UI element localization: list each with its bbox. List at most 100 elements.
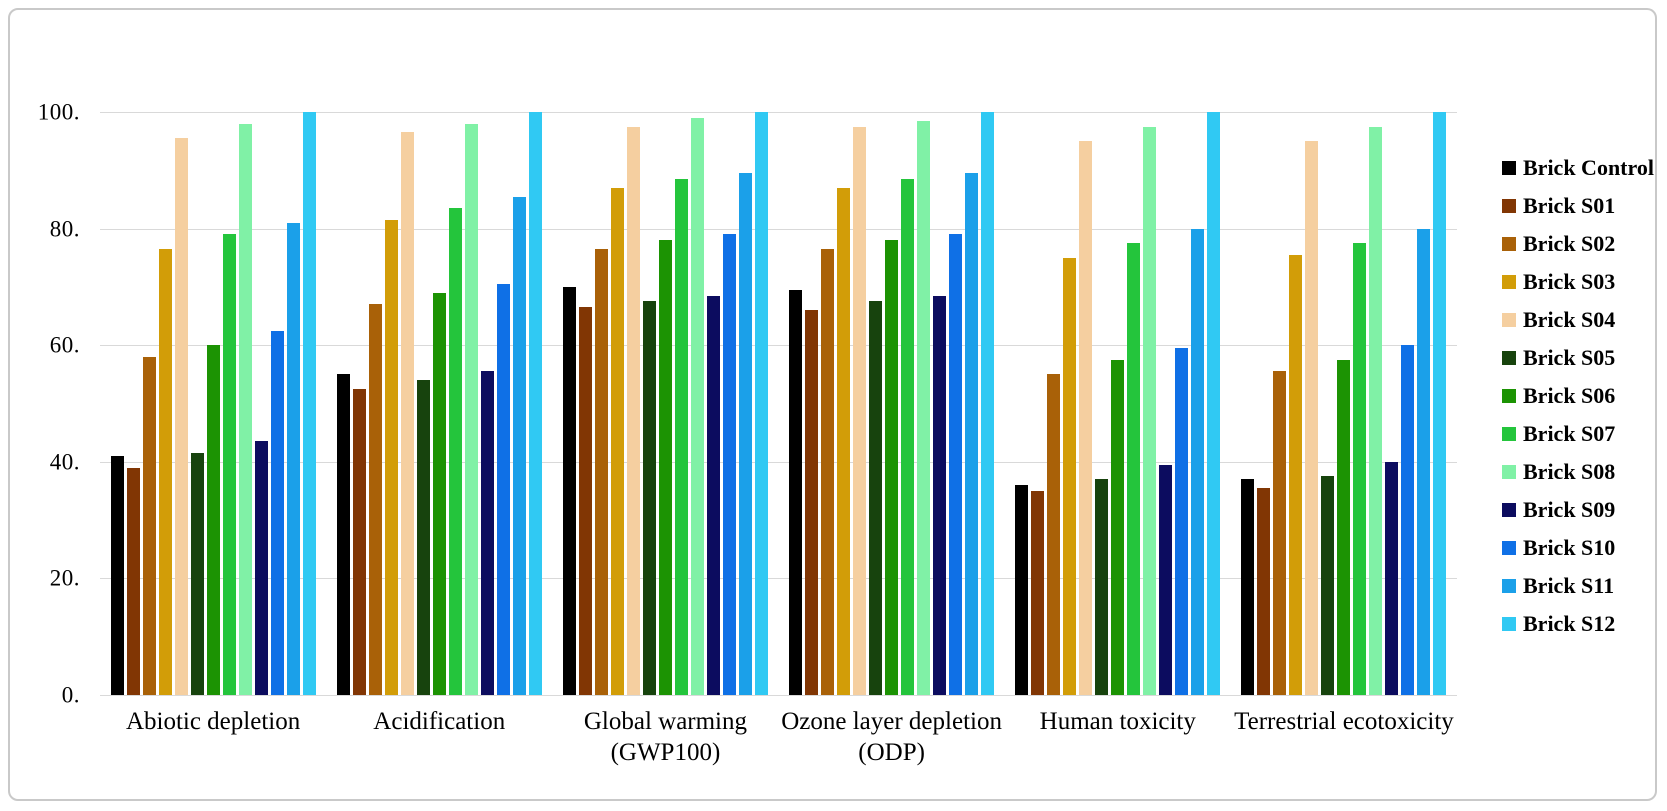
bar-brick-s02 [594, 249, 608, 695]
legend-item: Brick S02 [1502, 231, 1654, 256]
bar-brick-s09 [933, 295, 947, 695]
bar-brick-s05 [416, 380, 430, 695]
bar-brick-s04 [1079, 141, 1093, 695]
bar-brick-s06 [206, 345, 220, 695]
legend-label: Brick S07 [1523, 421, 1616, 446]
bar-brick-s08 [464, 123, 478, 695]
legend-item: Brick S08 [1502, 459, 1654, 484]
legend-swatch-icon [1502, 503, 1516, 517]
legend-swatch-icon [1502, 389, 1516, 403]
bar-brick-s05 [1321, 476, 1335, 695]
bar-brick-s05 [869, 301, 883, 695]
legend-item: Brick S07 [1502, 421, 1654, 446]
y-axis-tick-label: 40. [49, 449, 80, 475]
bar-brick-s10 [270, 330, 284, 695]
bar-brick-s03 [384, 219, 398, 695]
bar-brick-s11 [286, 222, 300, 695]
bar-brick-control [1015, 485, 1029, 695]
category-label: Abiotic depletion [125, 708, 301, 735]
bar-brick-s01 [805, 310, 819, 695]
legend-label: Brick S01 [1523, 193, 1616, 218]
legend-swatch-icon [1502, 541, 1516, 555]
bar-group [1005, 112, 1231, 695]
bar-brick-s10 [1175, 348, 1189, 695]
bar-brick-s02 [821, 249, 835, 695]
bar-brick-s12 [981, 112, 995, 695]
bar-brick-s10 [722, 234, 736, 695]
bar-brick-s07 [1127, 243, 1141, 695]
legend-item: Brick S12 [1502, 611, 1654, 636]
bar-brick-s03 [1289, 254, 1303, 695]
bar-brick-s06 [432, 292, 446, 695]
bar-brick-s11 [965, 173, 979, 695]
chart-frame: 0. 20. 40. 60. 80. 100. Abiotic depletion Acid… [8, 8, 1657, 801]
bar-group [1231, 112, 1457, 695]
bar-brick-s01 [126, 467, 140, 695]
bar-brick-s08 [238, 123, 252, 695]
bar-brick-s10 [496, 284, 510, 695]
y-axis-tick-label: 60. [49, 332, 80, 358]
bar-brick-s05 [1095, 479, 1109, 695]
bar-brick-control [336, 374, 350, 695]
legend-label: Brick S09 [1523, 497, 1616, 522]
bar-brick-control [789, 289, 803, 695]
legend-label: Brick S06 [1523, 383, 1616, 408]
bar-brick-s02 [368, 304, 382, 695]
bar-brick-s01 [1031, 490, 1045, 695]
x-axis: Abiotic depletion Acidification Global war… [100, 706, 1457, 769]
legend-swatch-icon [1502, 465, 1516, 479]
legend-label: Brick S04 [1523, 307, 1616, 332]
gridline [100, 228, 1457, 230]
legend-label: Brick S03 [1523, 269, 1616, 294]
plot-area: 0. 20. 40. 60. 80. 100. Abiotic depletion Acid… [38, 101, 1457, 766]
bar-group [552, 112, 778, 695]
legend-label: Brick S05 [1523, 345, 1616, 370]
legend-label: Brick S08 [1523, 459, 1616, 484]
bar-brick-s11 [1191, 228, 1205, 695]
legend-swatch-icon [1502, 275, 1516, 289]
legend-swatch-icon [1502, 161, 1516, 175]
y-axis-tick-label: 20. [49, 565, 80, 591]
bar-brick-s03 [837, 187, 851, 695]
bar-brick-s06 [1337, 359, 1351, 695]
bar-brick-s09 [480, 371, 494, 695]
gridline [100, 695, 1457, 696]
y-axis-tick-label: 80. [49, 216, 80, 242]
category-label: Terrestrial ecotoxicity [1234, 708, 1454, 735]
bar-brick-s11 [738, 173, 752, 695]
bar-brick-s04 [174, 138, 188, 695]
gridline [100, 578, 1457, 580]
gridline [100, 461, 1457, 463]
category-label: Ozone layer depletion (ODP) [781, 708, 1002, 767]
bar-brick-s12 [528, 112, 542, 695]
bar-group [779, 112, 1005, 695]
legend-swatch-icon [1502, 351, 1516, 365]
bar-brick-s07 [674, 179, 688, 695]
legend-swatch-icon [1502, 237, 1516, 251]
bar-brick-s01 [352, 388, 366, 695]
bar-brick-s08 [917, 120, 931, 695]
legend-item: Brick S04 [1502, 307, 1654, 332]
bar-brick-s06 [885, 240, 899, 695]
bar-brick-s11 [1417, 228, 1431, 695]
gridline [100, 112, 1457, 113]
category-label: Acidification [373, 708, 506, 735]
bar-brick-s06 [1111, 359, 1125, 695]
bar-brick-s09 [706, 295, 720, 695]
bar-brick-s07 [222, 234, 236, 695]
legend-item: Brick S05 [1502, 345, 1654, 370]
bar-brick-s08 [1369, 126, 1383, 695]
bar-brick-s05 [190, 453, 204, 695]
bar-brick-s12 [1207, 112, 1221, 695]
bar-brick-s02 [1273, 371, 1287, 695]
legend-item: Brick S03 [1502, 269, 1654, 294]
bar-brick-s03 [610, 187, 624, 695]
legend-item: Brick S06 [1502, 383, 1654, 408]
legend-item: Brick S11 [1502, 573, 1654, 598]
bar-brick-s12 [1433, 112, 1447, 695]
bar-brick-control [562, 286, 576, 695]
bar-brick-s12 [754, 112, 768, 695]
legend-swatch-icon [1502, 199, 1516, 213]
bar-brick-control [110, 455, 124, 695]
bar-brick-control [1241, 479, 1255, 695]
